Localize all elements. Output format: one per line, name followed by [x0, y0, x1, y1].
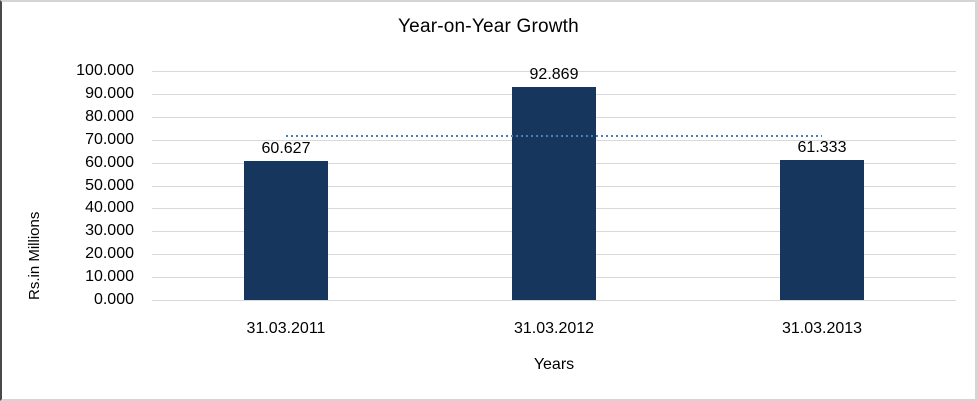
x-axis-tick-label: 31.03.2012	[513, 320, 595, 337]
y-axis-tick-label: 70.000	[85, 130, 134, 148]
x-axis-tick-label: 31.03.2011	[246, 320, 326, 337]
y-axis-tick-label: 30.000	[85, 222, 134, 240]
y-axis-tick-label: 100.000	[76, 62, 134, 79]
plot-area: 60.627 92.869 61.333	[152, 66, 956, 301]
y-axis-tick-label: 10.000	[85, 268, 134, 286]
y-axis-tick-labels: 100.000 90.000 80.000 70.000 60.000 50.000 40.…	[2, 2, 142, 399]
data-label: 61.333	[797, 138, 847, 156]
y-axis-tick-label: 90.000	[85, 84, 134, 102]
y-axis-tick-label: 0.000	[93, 291, 134, 308]
bar-31.03.2013	[780, 159, 864, 300]
bar-31.03.2011	[244, 161, 328, 300]
y-axis-tick-label: 50.000	[85, 176, 134, 194]
data-label: 92.869	[529, 66, 579, 84]
chart-title: Year-on-Year Growth	[398, 16, 579, 37]
y-axis-tick-label: 40.000	[85, 199, 134, 217]
trendline	[286, 135, 822, 138]
bar-31.03.2012	[512, 87, 596, 300]
x-axis-tick-label: 31.03.2013	[781, 320, 863, 337]
x-axis-title: Years	[533, 356, 575, 373]
y-axis-tick-label: 20.000	[85, 245, 134, 263]
gridline	[152, 300, 956, 301]
data-label: 60.627	[261, 140, 311, 158]
y-axis-tick-label: 60.000	[85, 153, 134, 171]
gridline	[152, 71, 956, 72]
y-axis-tick-label: 80.000	[85, 107, 134, 125]
